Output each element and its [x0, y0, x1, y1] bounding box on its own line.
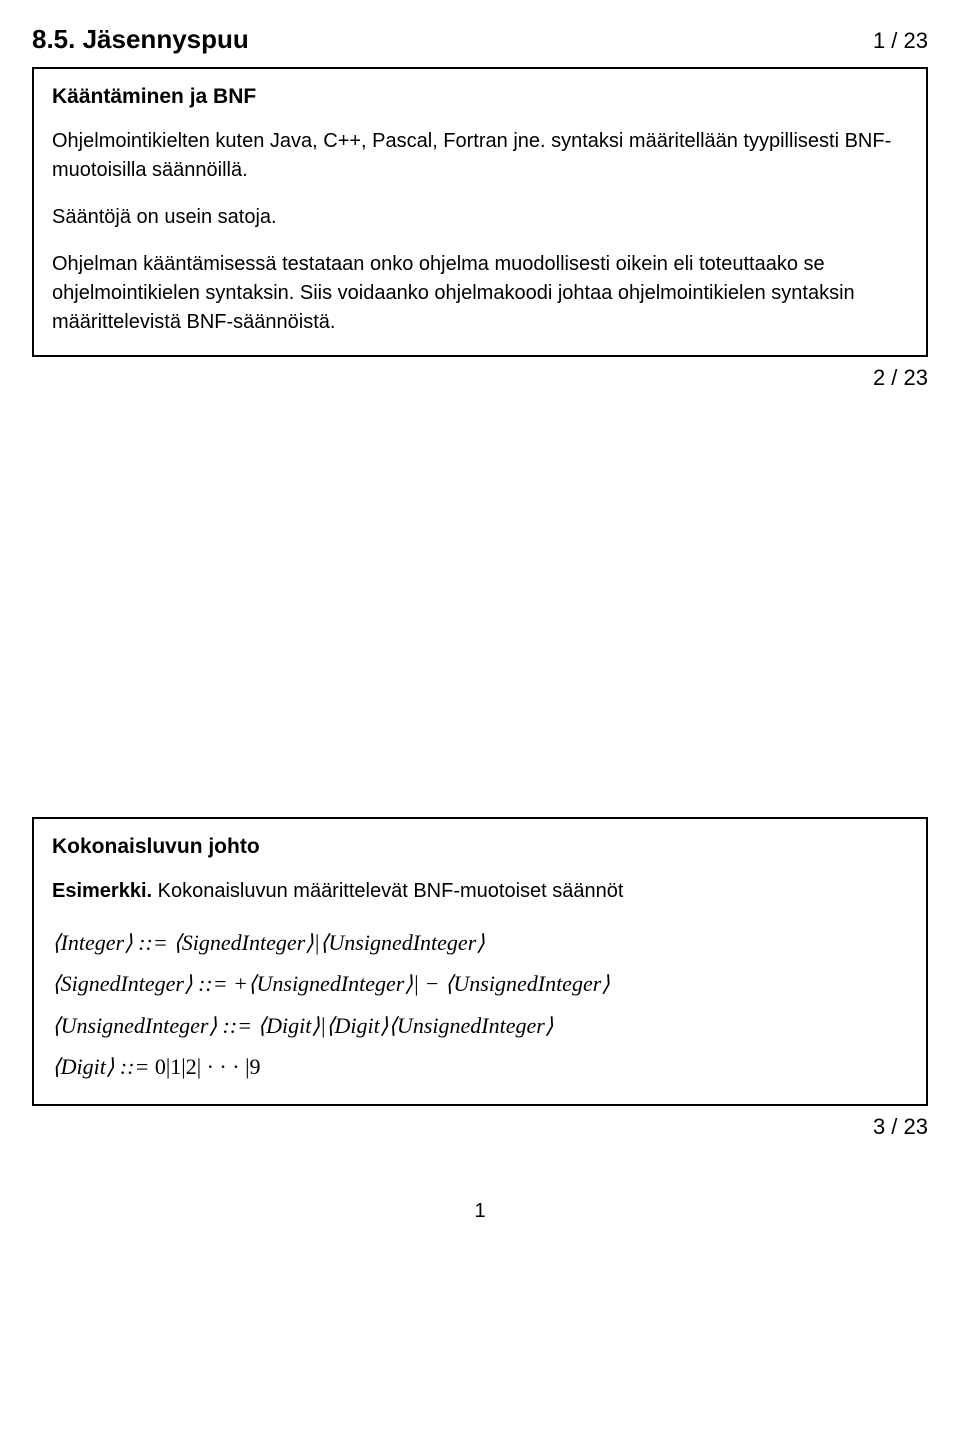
bnf4-digits: 0|1|2| · · · |9	[155, 1054, 261, 1079]
page-counter-1: 1 / 23	[873, 28, 928, 54]
bnf-rule-4: ⟨Digit⟩ ::= 0|1|2| · · · |9	[52, 1048, 908, 1085]
bnf-rule-2: ⟨SignedInteger⟩ ::= +⟨UnsignedInteger⟩| …	[52, 965, 908, 1002]
box1-para2: Sääntöjä on usein satoja.	[52, 203, 908, 232]
bnf-rule-3: ⟨UnsignedInteger⟩ ::= ⟨Digit⟩|⟨Digit⟩⟨Un…	[52, 1007, 908, 1044]
esimerkki-text: Kokonaisluvun määrittelevät BNF-muotoise…	[152, 880, 623, 902]
bnf4-prefix: ⟨Digit⟩ ::=	[52, 1054, 155, 1079]
gap	[32, 397, 928, 817]
box1-para3: Ohjelman kääntämisessä testataan onko oh…	[52, 250, 908, 337]
box1-title: Kääntäminen ja BNF	[52, 85, 908, 109]
box-kaantaminen-bnf: Kääntäminen ja BNF Ohjelmointikielten ku…	[32, 67, 928, 357]
page-counter-2: 2 / 23	[32, 365, 928, 391]
esimerkki-label: Esimerkki.	[52, 880, 152, 902]
box2-title: Kokonaisluvun johto	[52, 835, 908, 859]
page-title: 8.5. Jäsennyspuu	[32, 24, 249, 55]
box1-para1: Ohjelmointikielten kuten Java, C++, Pasc…	[52, 127, 908, 185]
page-header: 8.5. Jäsennyspuu 1 / 23	[32, 24, 928, 55]
page-counter-3: 3 / 23	[32, 1114, 928, 1140]
footer-page-number: 1	[32, 1200, 928, 1223]
bnf-rule-1: ⟨Integer⟩ ::= ⟨SignedInteger⟩|⟨UnsignedI…	[52, 924, 908, 961]
box-kokonaisluvun-johto: Kokonaisluvun johto Esimerkki. Kokonaisl…	[32, 817, 928, 1106]
box2-esimerkki: Esimerkki. Kokonaisluvun määrittelevät B…	[52, 877, 908, 906]
